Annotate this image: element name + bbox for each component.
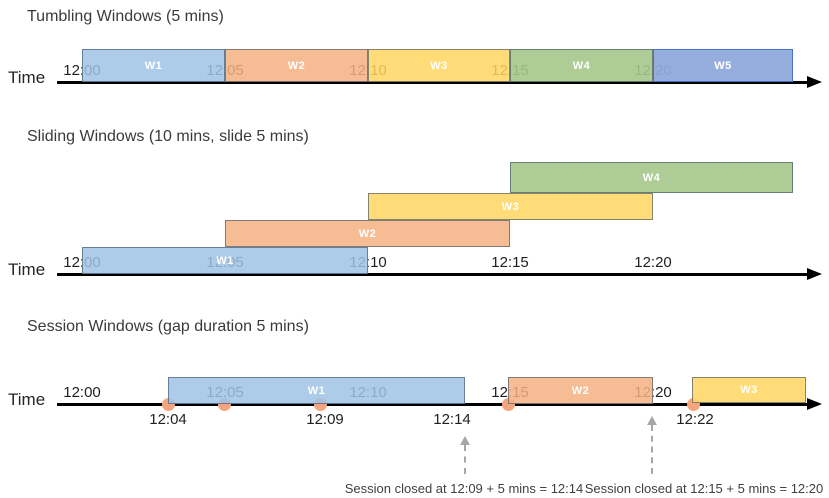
window-w4: W4 [510, 162, 793, 193]
section-title: Session Windows (gap duration 5 mins) [27, 318, 309, 335]
callout-arrow-icon [647, 416, 657, 425]
window-label: W2 [571, 384, 590, 397]
event-time-label: 12:04 [149, 411, 187, 428]
time-axis-label: Time [8, 390, 46, 409]
section-title: Tumbling Windows (5 mins) [27, 8, 224, 25]
window-w2: W2 [508, 377, 653, 404]
window-w5: W5 [653, 49, 793, 82]
window-label: W1 [307, 384, 326, 397]
window-w1: W1 [82, 247, 368, 274]
event-time-label: 12:14 [433, 411, 471, 428]
timeline-arrowhead-icon [807, 76, 822, 88]
event-time-label: 12:09 [306, 411, 344, 428]
time-axis-label: Time [8, 260, 46, 279]
window-label: W3 [430, 59, 448, 72]
session-closed-annotation: Session closed at 12:15 + 5 mins = 12:20 [584, 481, 824, 496]
window-w1: W1 [168, 377, 465, 404]
timeline-axis [57, 81, 807, 84]
event-time-label: 12:22 [676, 411, 714, 428]
window-label: W3 [501, 200, 520, 213]
window-label: W4 [572, 59, 591, 72]
window-w3: W3 [692, 377, 806, 403]
time-axis-label: Time [8, 68, 46, 87]
session-closed-annotation: Session closed at 12:09 + 5 mins = 12:14 [344, 481, 584, 496]
callout-arrow-stem [464, 445, 466, 474]
timeline-arrowhead-icon [807, 268, 822, 280]
timeline-arrowhead-icon [807, 398, 822, 410]
tick-label: 12:00 [63, 384, 101, 401]
window-w3: W3 [368, 193, 653, 220]
section-title: Sliding Windows (10 mins, slide 5 mins) [27, 128, 309, 145]
tick-label: 12:20 [634, 254, 672, 271]
callout-arrow-icon [460, 436, 470, 445]
timeline-axis [57, 273, 807, 276]
window-w2: W2 [225, 220, 510, 247]
window-label: W5 [714, 59, 732, 72]
window-w2: W2 [225, 49, 368, 82]
window-w4: W4 [510, 49, 653, 82]
window-label: W2 [358, 227, 377, 240]
window-label: W3 [740, 384, 758, 396]
window-label: W1 [144, 59, 163, 72]
callout-arrow-stem [651, 425, 653, 474]
window-label: W1 [216, 254, 234, 267]
window-label: W2 [287, 59, 306, 72]
tick-label: 12:15 [491, 254, 529, 271]
window-w3: W3 [368, 49, 510, 82]
timeline-axis [57, 403, 807, 406]
window-label: W4 [642, 171, 661, 184]
window-w1: W1 [82, 49, 225, 82]
